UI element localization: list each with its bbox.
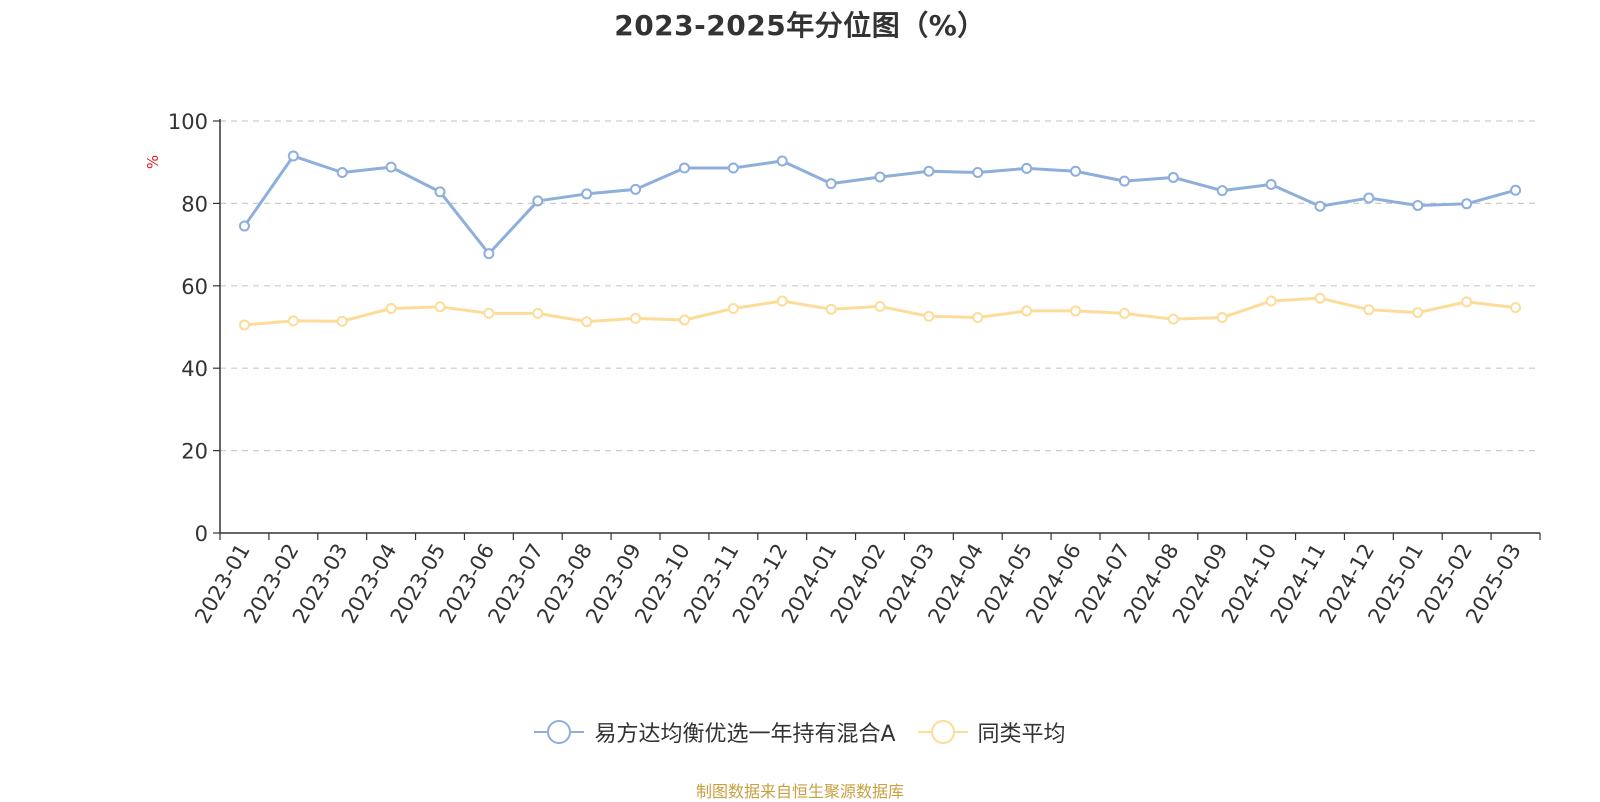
data-point[interactable] [581, 316, 593, 328]
data-point[interactable] [1265, 295, 1277, 307]
y-tick-label: 0 [195, 522, 208, 546]
data-point[interactable] [1314, 292, 1326, 304]
y-tick-label: 100 [168, 110, 208, 134]
legend-circle-icon [534, 720, 585, 744]
data-point[interactable] [1216, 312, 1228, 324]
data-point[interactable] [1167, 313, 1179, 325]
data-point[interactable] [434, 186, 446, 198]
data-point[interactable] [1070, 305, 1082, 317]
data-point[interactable] [776, 295, 788, 307]
y-tick-label: 60 [181, 275, 208, 299]
legend-item-fund[interactable]: 易方达均衡优选一年持有混合A [534, 716, 896, 748]
data-point[interactable] [923, 165, 935, 177]
data-point[interactable] [727, 162, 739, 174]
data-point[interactable] [727, 302, 739, 314]
legend-label-fund: 易方达均衡优选一年持有混合A [594, 722, 896, 747]
data-point[interactable] [336, 167, 348, 178]
data-point[interactable] [1363, 192, 1375, 204]
legend: 易方达均衡优选一年持有混合A 同类平均 [0, 716, 1600, 748]
y-tick-label: 40 [181, 357, 208, 381]
data-point[interactable] [1510, 302, 1522, 314]
data-point[interactable] [1167, 171, 1179, 183]
data-point[interactable] [1021, 162, 1033, 174]
data-point[interactable] [923, 310, 935, 322]
data-point[interactable] [1461, 296, 1473, 308]
y-tick-label: 20 [181, 440, 208, 464]
y-axis-unit: % [144, 155, 162, 169]
data-point[interactable] [630, 312, 642, 324]
data-point[interactable] [776, 155, 788, 167]
data-point[interactable] [825, 178, 837, 190]
data-point[interactable] [1216, 185, 1228, 197]
data-point[interactable] [1265, 178, 1277, 190]
data-point[interactable] [483, 307, 495, 319]
data-point[interactable] [532, 195, 544, 207]
data-point[interactable] [874, 300, 886, 312]
data-point[interactable] [532, 307, 544, 319]
data-point[interactable] [434, 301, 446, 313]
data-point[interactable] [483, 248, 495, 260]
data-point[interactable] [238, 220, 250, 232]
source-note: 制图数据来自恒生聚源数据库 [695, 782, 904, 801]
data-point[interactable] [1118, 307, 1130, 319]
data-point[interactable] [825, 303, 837, 315]
data-point[interactable] [678, 162, 690, 174]
series-lines [238, 150, 1522, 331]
data-point[interactable] [1314, 200, 1326, 212]
chart-title: 2023-2025年分位图（%） [614, 9, 986, 42]
data-point[interactable] [336, 315, 348, 327]
data-point[interactable] [972, 167, 984, 178]
data-point[interactable] [1412, 307, 1424, 319]
data-point[interactable] [1510, 184, 1522, 196]
data-point[interactable] [581, 188, 593, 200]
data-point[interactable] [1412, 199, 1424, 211]
data-point[interactable] [678, 314, 690, 326]
data-point[interactable] [874, 171, 886, 183]
data-point[interactable] [630, 183, 642, 195]
data-point[interactable] [287, 315, 299, 327]
legend-label-average: 同类平均 [977, 722, 1066, 747]
data-point[interactable] [1070, 165, 1082, 177]
legend-item-average[interactable]: 同类平均 [917, 716, 1066, 748]
data-point[interactable] [287, 150, 299, 162]
data-point[interactable] [1021, 305, 1033, 317]
data-point[interactable] [1118, 175, 1130, 187]
data-point[interactable] [1461, 198, 1473, 210]
data-point[interactable] [972, 312, 984, 324]
data-point[interactable] [1363, 304, 1375, 316]
data-point[interactable] [238, 319, 250, 331]
data-point[interactable] [385, 302, 397, 314]
data-point[interactable] [385, 161, 397, 173]
legend-circle-icon [917, 720, 968, 744]
y-tick-label: 80 [181, 192, 208, 216]
grid-lines [220, 120, 1540, 452]
